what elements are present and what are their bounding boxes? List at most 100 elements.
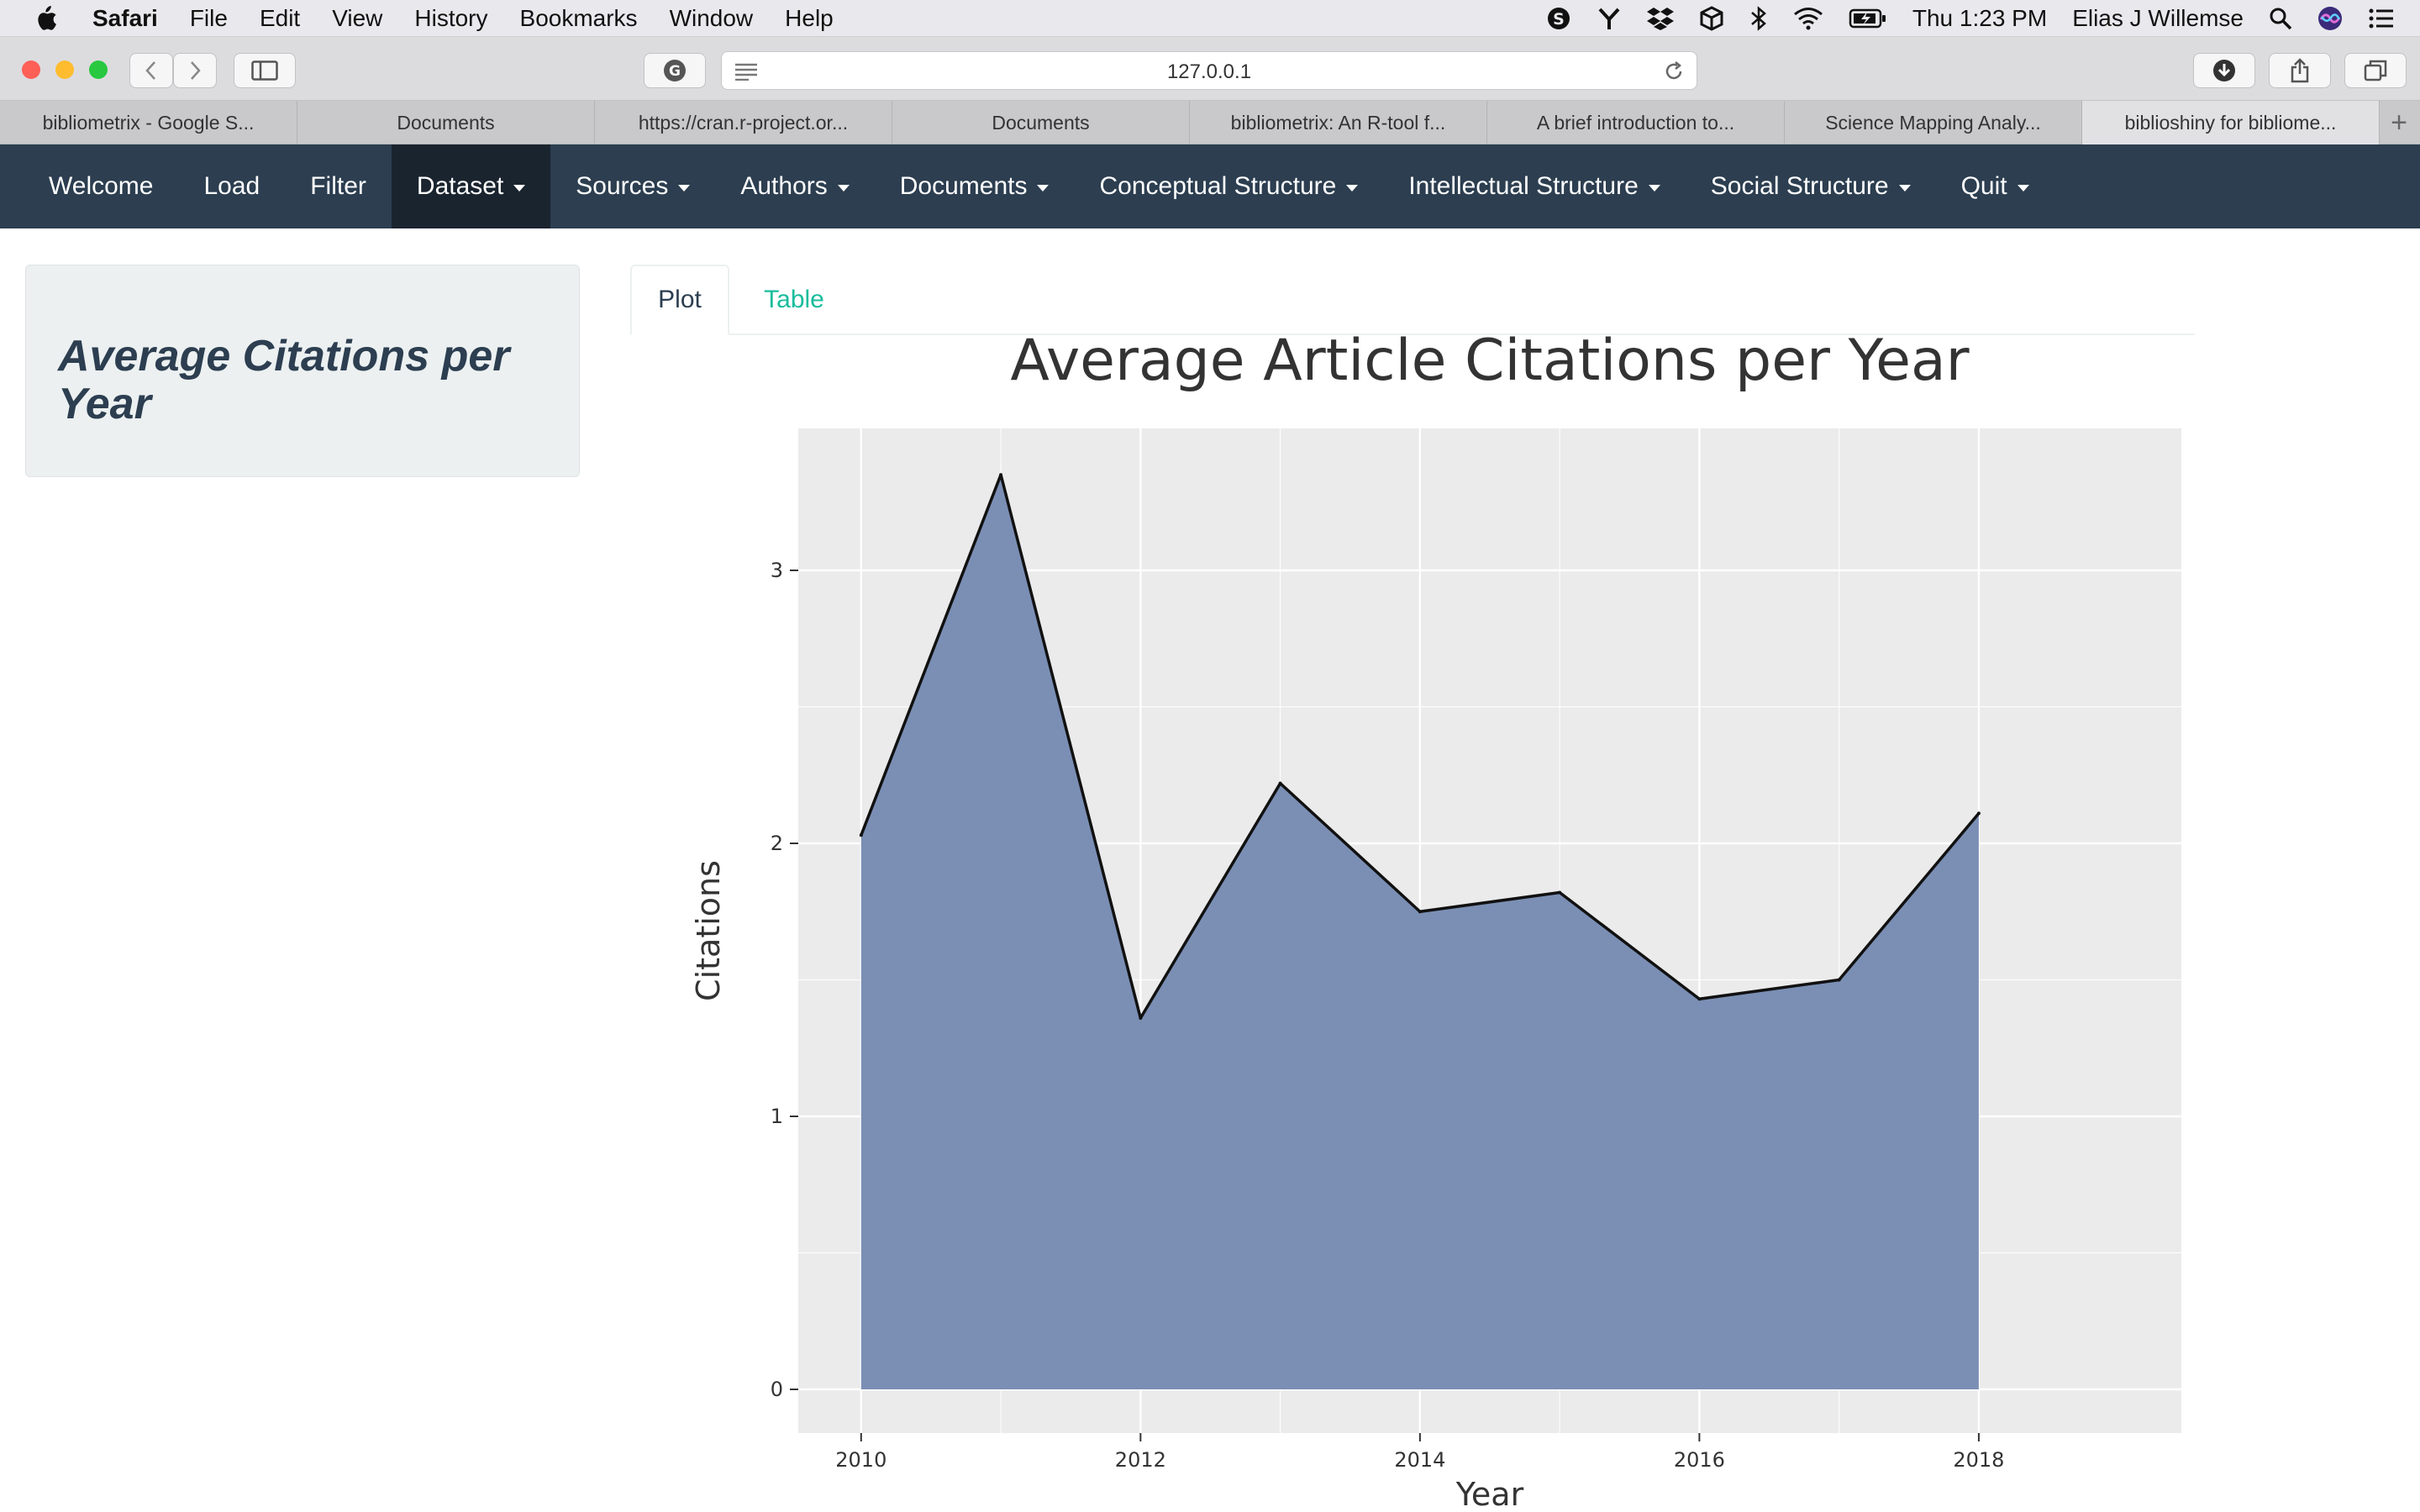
menu-bookmarks[interactable]: Bookmarks — [519, 4, 638, 31]
chevron-left-icon — [145, 61, 155, 80]
tab-table[interactable]: Table — [764, 286, 824, 313]
menu-file[interactable]: File — [189, 4, 228, 31]
browser-tab[interactable]: bibliometrix: An R-tool f... — [1190, 101, 1487, 144]
caret-down-icon — [1037, 185, 1050, 192]
skype-icon[interactable]: S — [1546, 6, 1571, 31]
chevron-right-icon — [191, 61, 201, 80]
nav-documents-dropdown[interactable]: Documents — [875, 144, 1075, 228]
data-point — [1139, 1016, 1143, 1020]
fork-icon[interactable] — [1597, 6, 1622, 31]
caret-down-icon — [837, 185, 850, 192]
sidebar-icon — [251, 60, 278, 81]
data-point — [1558, 890, 1562, 895]
close-window-button[interactable] — [22, 60, 40, 79]
nav-intellectual-structure-dropdown[interactable]: Intellectual Structure — [1383, 144, 1685, 228]
sidebar-title: Average Citations per Year — [58, 332, 510, 428]
back-button[interactable] — [129, 53, 173, 88]
data-point — [1976, 811, 1981, 816]
nav-dataset-dropdown[interactable]: Dataset — [391, 144, 551, 228]
wifi-icon[interactable] — [1793, 7, 1823, 30]
zoom-window-button[interactable] — [89, 60, 108, 79]
nav-load[interactable]: Load — [178, 144, 285, 228]
share-icon — [2291, 58, 2309, 83]
y-tick-label: 2 — [771, 832, 783, 855]
nav-filter[interactable]: Filter — [285, 144, 392, 228]
share-button[interactable] — [2269, 53, 2331, 88]
nav-conceptual-structure-dropdown[interactable]: Conceptual Structure — [1074, 144, 1383, 228]
battery-icon[interactable] — [1849, 8, 1887, 29]
nav-welcome[interactable]: Welcome — [24, 144, 178, 228]
caret-down-icon — [1898, 185, 1911, 192]
apple-icon[interactable] — [34, 5, 59, 32]
nav-authors-dropdown[interactable]: Authors — [715, 144, 874, 228]
status-area: S Thu 1:23 PM Elias J Willemse — [1546, 0, 2420, 37]
browser-tab[interactable]: https://cran.r-project.or... — [595, 101, 892, 144]
browser-tab-active[interactable]: biblioshiny for bibliome... — [2082, 101, 2380, 144]
nav-label: Conceptual Structure — [1099, 172, 1337, 200]
data-point — [1418, 910, 1422, 914]
area-series — [860, 475, 1979, 1389]
menu-edit[interactable]: Edit — [259, 4, 301, 31]
menu-safari[interactable]: Safari — [92, 4, 158, 31]
browser-tab[interactable]: Documents — [892, 101, 1190, 144]
sidebar-panel: Average Citations per Year — [25, 265, 580, 477]
clock-text[interactable]: Thu 1:23 PM — [1912, 5, 2048, 31]
browser-tab[interactable]: bibliometrix - Google S... — [0, 101, 297, 144]
user-name[interactable]: Elias J Willemse — [2072, 5, 2244, 31]
grammarly-extension-button[interactable]: G — [644, 53, 706, 88]
minimize-window-button[interactable] — [55, 60, 74, 79]
forward-button[interactable] — [173, 53, 217, 88]
nav-social-structure-dropdown[interactable]: Social Structure — [1686, 144, 1936, 228]
browser-tab-bar: bibliometrix - Google S... Documents htt… — [0, 101, 2420, 144]
siri-icon[interactable] — [2317, 6, 2343, 31]
x-tick-label: 2012 — [1115, 1448, 1166, 1472]
x-tick-label: 2014 — [1394, 1448, 1445, 1472]
bluetooth-icon[interactable] — [1749, 6, 1768, 31]
caret-down-icon — [1346, 185, 1359, 192]
url-text: 127.0.0.1 — [1166, 60, 1252, 83]
nav-label: Load — [203, 172, 260, 200]
downloads-button[interactable] — [2193, 53, 2255, 88]
chart-title: Average Article Citations per Year — [1010, 328, 1969, 394]
nav-label: Quit — [1960, 172, 2007, 200]
nav-label: Dataset — [416, 172, 504, 200]
macos-menubar: Safari File Edit View History Bookmarks … — [0, 0, 2420, 37]
nav-label: Sources — [576, 172, 669, 200]
nav-sources-dropdown[interactable]: Sources — [550, 144, 715, 228]
svg-text:G: G — [669, 63, 681, 80]
data-point — [859, 833, 863, 837]
menu-view[interactable]: View — [332, 4, 383, 31]
result-tabset: Plot Table — [630, 265, 2195, 335]
nav-quit-dropdown[interactable]: Quit — [1936, 144, 2054, 228]
data-point — [1837, 978, 1841, 982]
nav-label: Welcome — [49, 172, 154, 200]
caret-down-icon — [2017, 185, 2029, 192]
browser-tab[interactable]: Science Mapping Analy... — [1785, 101, 2082, 144]
grammarly-icon: G — [664, 60, 686, 81]
tab-plot[interactable]: Plot — [630, 265, 729, 335]
reader-mode-icon[interactable] — [734, 62, 759, 81]
address-bar[interactable]: 127.0.0.1 — [721, 51, 1697, 90]
y-tick-label: 1 — [771, 1105, 783, 1128]
dropbox-icon[interactable] — [1646, 6, 1674, 31]
browser-tab[interactable]: A brief introduction to... — [1487, 101, 1785, 144]
x-tick-label: 2016 — [1674, 1448, 1725, 1472]
new-tab-button[interactable]: + — [2391, 106, 2407, 139]
tabs-overview-icon — [2364, 60, 2387, 81]
download-icon — [2213, 60, 2235, 81]
sidebar-toggle-button[interactable] — [234, 53, 296, 88]
nav-label: Authors — [740, 172, 828, 200]
y-tick-label: 0 — [771, 1378, 783, 1401]
show-all-tabs-button[interactable] — [2344, 53, 2407, 88]
menu-help[interactable]: Help — [785, 4, 834, 31]
reload-icon[interactable] — [1663, 60, 1685, 82]
browser-tab[interactable]: Documents — [297, 101, 595, 144]
data-point — [999, 473, 1003, 477]
menu-window[interactable]: Window — [669, 4, 754, 31]
notification-center-icon[interactable] — [2368, 8, 2395, 29]
spotlight-search-icon[interactable] — [2269, 7, 2292, 30]
package-icon[interactable] — [1699, 6, 1724, 31]
caret-down-icon — [1648, 185, 1660, 192]
menu-history[interactable]: History — [414, 4, 488, 31]
